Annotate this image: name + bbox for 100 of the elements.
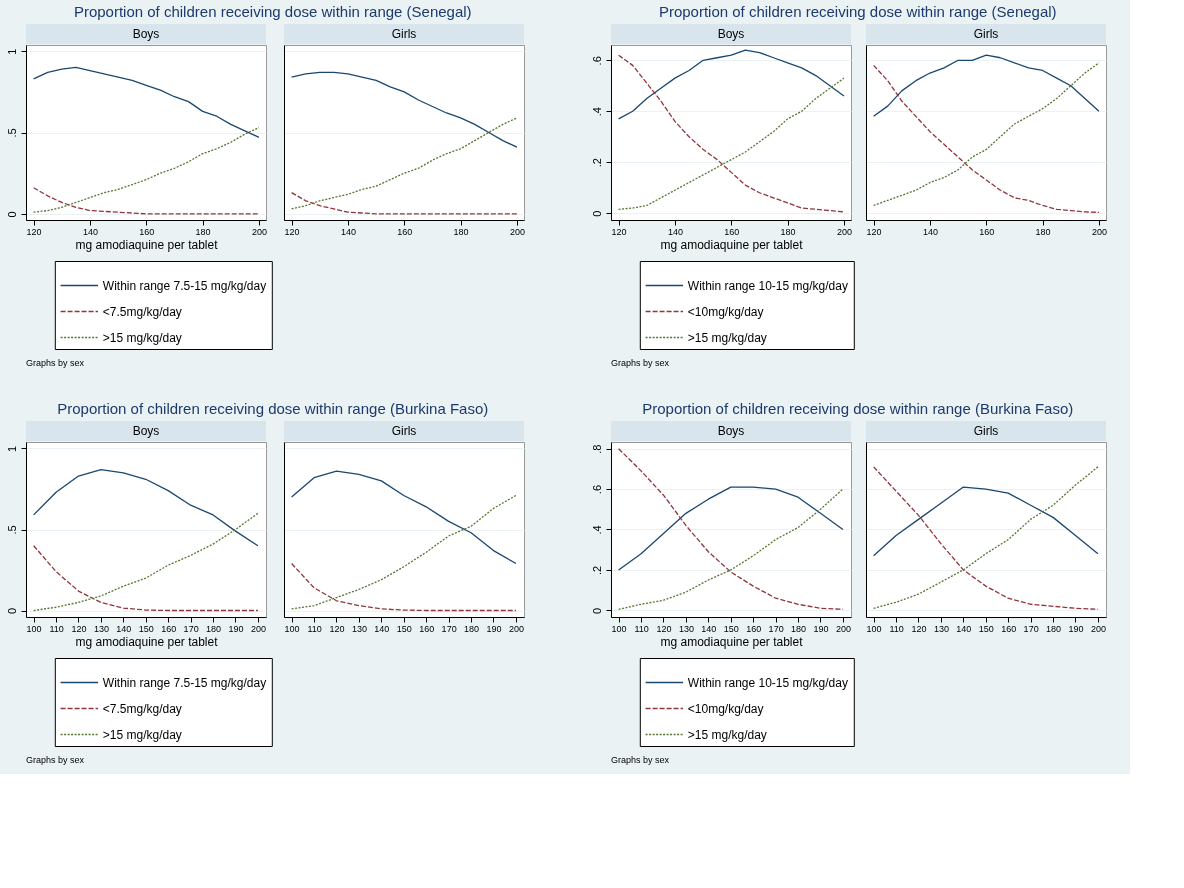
x-tick-label: 130 (351, 623, 367, 634)
y-tick-label: 1 (5, 445, 18, 453)
y-tick-label: .5 (5, 128, 18, 138)
y-tick-label: .6 (590, 56, 603, 66)
x-tick-label: 150 (978, 623, 994, 634)
x-tick-label: 140 (116, 623, 132, 634)
text: Graphs by sex (611, 358, 670, 368)
x-tick-label: 180 (780, 226, 796, 237)
line-series (32, 66, 260, 139)
x-tick-label: 200 (251, 226, 267, 237)
x-tick-label: 120 (611, 226, 627, 237)
x-tick-label: 160 (397, 226, 413, 237)
line-series (32, 126, 260, 213)
x-tick-label: 110 (889, 623, 904, 634)
x-tick-label: 130 (933, 623, 949, 634)
x-tick-label: 200 (835, 623, 851, 634)
chart-title: Proportion of children receiving dose within range (Burkina Faso) (57, 400, 489, 417)
legend-label: <10mg/kg/day (687, 304, 764, 319)
line-series (617, 54, 845, 213)
x-tick-label: 160 (979, 226, 995, 237)
x-tick-label: 140 (374, 623, 390, 634)
x-tick-label: 120 (71, 623, 87, 634)
x-tick-label: 160 (746, 623, 762, 634)
x-tick-label: 170 (768, 623, 784, 634)
x-tick-label: 160 (139, 226, 155, 237)
x-tick-label: 190 (813, 623, 829, 634)
x-tick-label: 150 (723, 623, 739, 634)
legend-label: <7.5mg/kg/day (102, 701, 182, 716)
line-series (32, 512, 259, 612)
x-axis-title: mg amodiaquine per tablet (660, 634, 804, 649)
chart-subtitle: Boys (132, 27, 160, 41)
x-tick-label: 120 (26, 226, 42, 237)
x-tick-label: 150 (396, 623, 412, 634)
x-tick-label: 180 (453, 226, 469, 237)
x-tick-label: 160 (724, 226, 740, 237)
chart-title: Proportion of children receiving dose within range (Senegal) (658, 3, 1057, 20)
chart-subtitle: Girls (973, 27, 999, 41)
x-tick-label: 180 (206, 623, 222, 634)
y-tick-label: .5 (5, 525, 18, 535)
x-tick-label: 120 (911, 623, 927, 634)
text: Graphs by sex (611, 755, 670, 765)
x-axis-title: mg amodiaquine per tablet (660, 237, 804, 252)
x-tick-label: 190 (228, 623, 244, 634)
x-tick-label: 110 (307, 623, 322, 634)
x-tick-label: 100 (284, 623, 300, 634)
x-tick-label: 180 (791, 623, 807, 634)
legend-label: >15 mg/kg/day (102, 330, 182, 345)
x-tick-label: 150 (138, 623, 154, 634)
chart-title: Proportion of children receiving dose within range (Burkina Faso) (642, 400, 1074, 417)
x-tick-label: 180 (1046, 623, 1062, 634)
x-tick-label: 180 (195, 226, 211, 237)
x-tick-label: 180 (464, 623, 480, 634)
chart-subtitle: Boys (717, 27, 745, 41)
y-tick-label: .2 (590, 158, 603, 168)
legend-label: Within range 10-15 mg/kg/day (687, 675, 848, 690)
legend-label: >15 mg/kg/day (687, 330, 767, 345)
x-tick-label: 160 (1001, 623, 1017, 634)
x-tick-label: 200 (836, 226, 852, 237)
legend-label: >15 mg/kg/day (687, 727, 767, 742)
legend-label: Within range 7.5-15 mg/kg/day (102, 278, 267, 293)
line-series (32, 545, 259, 612)
chart-subtitle: Girls (391, 424, 417, 438)
x-tick-label: 200 (508, 623, 524, 634)
chart-subtitle: Boys (132, 424, 160, 438)
y-tick-label: 0 (590, 210, 603, 217)
x-tick-label: 140 (701, 623, 717, 634)
x-tick-label: 120 (329, 623, 345, 634)
y-tick-label: 0 (5, 211, 18, 218)
x-tick-label: 120 (284, 226, 300, 237)
x-tick-label: 110 (634, 623, 649, 634)
x-tick-label: 140 (340, 226, 356, 237)
y-tick-label: .4 (590, 525, 603, 535)
x-tick-label: 140 (667, 226, 683, 237)
x-axis-title: mg amodiaquine per tablet (75, 634, 219, 649)
legend-label: Within range 10-15 mg/kg/day (687, 278, 848, 293)
line-series (617, 486, 844, 571)
x-tick-label: 200 (1090, 623, 1106, 634)
legend-label: Within range 7.5-15 mg/kg/day (102, 675, 267, 690)
x-tick-label: 120 (656, 623, 672, 634)
x-tick-label: 200 (1091, 226, 1107, 237)
x-tick-label: 140 (956, 623, 972, 634)
y-tick-label: .8 (590, 444, 603, 454)
y-tick-label: .6 (590, 484, 603, 495)
line-series (617, 488, 844, 610)
y-tick-label: 0 (590, 607, 603, 614)
x-tick-label: 200 (509, 226, 525, 237)
x-tick-label: 160 (161, 623, 177, 634)
y-tick-label: 1 (5, 48, 18, 55)
x-tick-label: 170 (441, 623, 457, 634)
x-tick-label: 120 (866, 226, 882, 237)
chart-subtitle: Girls (973, 424, 999, 438)
x-axis-title: mg amodiaquine per tablet (75, 237, 219, 252)
line-series (617, 448, 844, 610)
x-tick-label: 180 (1035, 226, 1051, 237)
x-tick-label: 190 (1068, 623, 1084, 634)
legend-label: <7.5mg/kg/day (102, 304, 182, 319)
y-tick-label: .2 (590, 565, 603, 576)
x-tick-label: 170 (183, 623, 199, 634)
line-series (32, 187, 260, 215)
line-series (617, 49, 845, 120)
